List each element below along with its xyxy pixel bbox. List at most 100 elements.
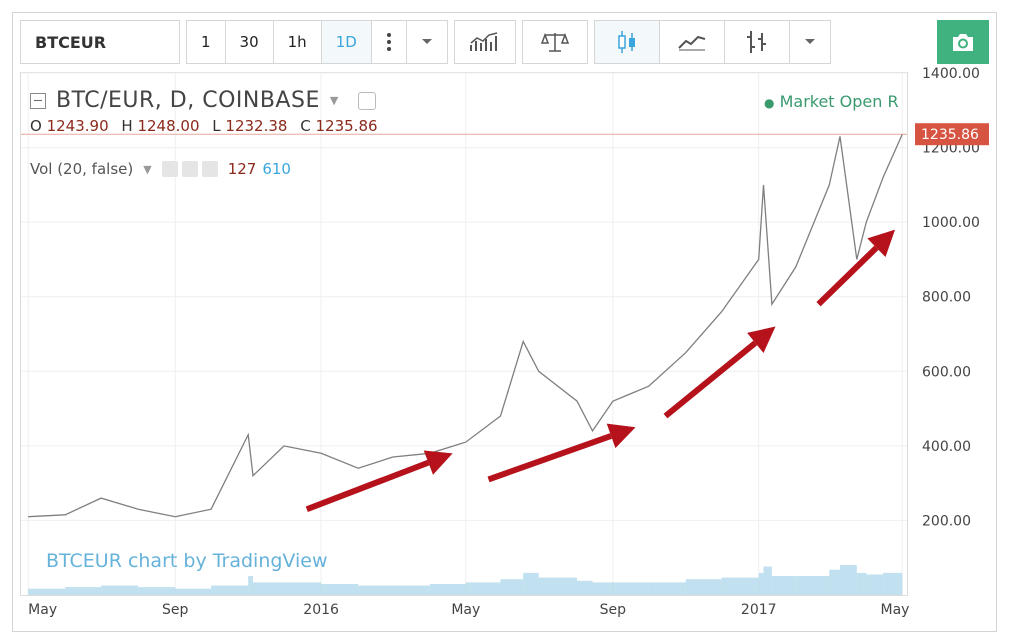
volume-bar [829,569,841,595]
x-tick-label: 2017 [741,602,777,618]
volume-bar [866,574,884,595]
price-series-line [28,134,903,518]
volume-bar [592,582,613,595]
open-label: O [30,117,42,135]
high-label: H [121,117,133,135]
watermark-text: BTCEUR chart by TradingView [46,550,328,572]
volume-bar [523,572,539,595]
close-label: C [300,117,311,135]
volume-bar [211,585,249,595]
interval-1-button[interactable]: 1 [187,21,226,63]
collapse-icon[interactable] [30,92,46,109]
settings-icon[interactable] [161,161,178,177]
volume-bar [284,582,322,595]
volume-bar [856,572,867,595]
volume-bar [429,583,466,595]
trend-arrow-shaft [816,245,879,307]
y-tick-label: 400.00 [922,439,971,455]
volume-bar [248,576,253,595]
x-axis-ticks: May Sep 2016 May Sep 2017 May [28,602,909,618]
compare-scale-icon[interactable] [523,21,587,63]
volume-label: Vol (20, false) [30,160,134,178]
chevron-down-icon[interactable] [407,21,447,63]
camera-icon[interactable] [937,20,989,64]
chart-widget-frame [12,12,997,632]
volume-bar [771,576,796,595]
volume-bar [576,580,593,595]
trend-arrow-head [606,423,636,449]
x-tick-label: 2016 [303,602,339,618]
open-value: 1243.90 [46,117,109,135]
grid [21,72,907,595]
trend-arrow-shaft [487,433,613,483]
y-tick-label: 600.00 [922,364,971,380]
market-status-extra: R [887,92,899,111]
chevron-down-icon[interactable] [790,21,830,63]
last-price-label: 1235.86 [921,127,979,143]
volume-legend: Vol (20, false) ▼ 127 610 [30,160,291,178]
volume-bar [28,588,66,595]
last-price-badge [915,123,989,146]
volume-bar [465,582,501,595]
low-label: L [212,117,221,135]
volume-value-1: 127 [227,160,257,178]
indicators-group [453,20,516,64]
volume-bar [685,579,722,595]
trend-arrow-head [423,450,453,475]
symbol-group: BTCEUR [20,20,180,64]
market-status-text: Market Open [779,92,883,111]
y-axis-ticks: 200.00400.00600.00800.001000.001200.0014… [922,66,980,529]
volume-bars [28,565,903,595]
volume-bar [392,585,430,595]
volume-bar [612,582,649,595]
symbol-input[interactable]: BTCEUR [35,32,107,52]
volume-bar [758,572,764,595]
interval-group: 1 30 1h 1D [186,20,448,64]
series-title: BTC/EUR, D, COINBASE [56,88,320,113]
volume-value-2: 610 [262,160,291,178]
indicators-icon[interactable] [455,21,515,63]
y-tick-label: 800.00 [922,290,971,306]
vertical-dots-icon[interactable] [372,21,407,63]
interval-1d-button[interactable]: 1D [321,21,372,63]
x-tick-label: Sep [600,602,627,618]
trend-arrow-head [867,229,896,258]
interval-1h-button[interactable]: 1h [274,21,322,63]
volume-bar [840,565,857,595]
chart-type-group [593,20,831,64]
market-status: ● Market Open R [764,92,899,111]
x-tick-label: May [881,602,910,618]
x-tick-label: May [28,602,57,618]
close-value: 1235.86 [315,117,378,135]
low-value: 1232.38 [225,117,288,135]
settings-icon[interactable] [181,161,198,177]
candles-icon[interactable] [594,21,660,63]
y-tick-label: 200.00 [922,513,971,529]
volume-bar [795,576,830,595]
volume-bar [101,585,139,595]
ohlc-values: O 1243.90 H 1248.00 L 1232.38 C 1235.86 [30,117,386,135]
high-value: 1248.00 [137,117,200,135]
compare-group [521,20,588,64]
bars-icon[interactable] [725,21,790,63]
interval-30-button[interactable]: 30 [226,21,274,63]
close-icon[interactable] [201,161,218,177]
y-tick-label: 1400.00 [922,66,980,82]
trend-arrows [305,229,896,513]
volume-bar [763,566,772,595]
chart-toolbar: BTCEUR 1 30 1h 1D [20,20,837,64]
trend-arrow-shaft [305,459,430,513]
y-tick-label: 1000.00 [922,215,980,231]
line-chart-icon[interactable] [660,21,725,63]
volume-bar [648,582,686,595]
x-tick-label: Sep [162,602,189,618]
settings-icon[interactable] [358,91,377,110]
volume-bar [721,577,759,595]
volume-bar [138,587,176,595]
chevron-down-icon[interactable]: ▼ [143,162,152,176]
volume-bar [252,582,285,595]
chart-legend: BTC/EUR, D, COINBASE ▼ O 1243.90 H 1248.… [30,88,386,135]
chevron-down-icon[interactable]: ▼ [329,94,339,107]
volume-bar [883,572,903,595]
